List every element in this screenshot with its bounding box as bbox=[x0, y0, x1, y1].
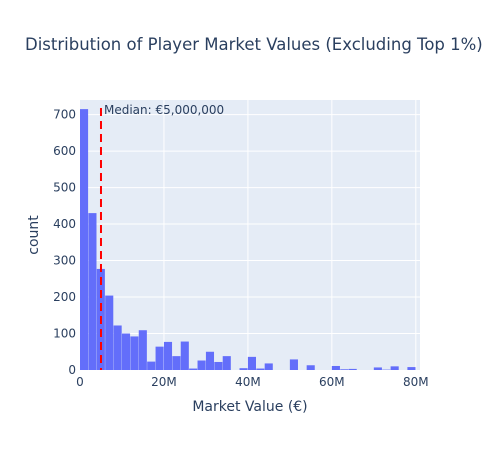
histogram-bar bbox=[289, 359, 298, 370]
histogram-bar bbox=[340, 369, 349, 370]
median-marker: Median: €5,000,000 bbox=[99, 103, 224, 370]
histogram-bar bbox=[113, 325, 122, 370]
histogram-bar bbox=[222, 356, 231, 370]
y-tick-label: 0 bbox=[68, 363, 76, 377]
histogram-bar bbox=[256, 368, 265, 370]
histogram-bar bbox=[348, 368, 357, 370]
plot-area bbox=[80, 100, 420, 370]
y-tick-label: 400 bbox=[53, 217, 76, 231]
x-axis-ticks: 0 20M 40M 60M 80M bbox=[76, 375, 428, 389]
histogram-bar bbox=[189, 368, 198, 370]
histogram-bar bbox=[407, 367, 416, 370]
y-tick-label: 300 bbox=[53, 254, 76, 268]
histogram-bar bbox=[172, 356, 181, 370]
y-tick-label: 700 bbox=[53, 108, 76, 122]
histogram-bar bbox=[331, 365, 340, 370]
histogram-bar bbox=[205, 351, 215, 370]
histogram-bar bbox=[180, 341, 189, 370]
chart-title: Distribution of Player Market Values (Ex… bbox=[25, 35, 483, 54]
histogram-bar bbox=[130, 336, 139, 370]
histogram-bar bbox=[163, 341, 173, 370]
histogram-bar bbox=[239, 368, 248, 370]
x-tick-label: 20M bbox=[151, 375, 177, 389]
x-tick-label: 80M bbox=[403, 375, 429, 389]
histogram-bar bbox=[214, 361, 223, 370]
histogram-bar bbox=[390, 366, 399, 370]
histogram-bar bbox=[121, 333, 131, 370]
x-tick-label: 60M bbox=[319, 375, 345, 389]
histogram-bar bbox=[264, 363, 273, 370]
histogram-bar bbox=[373, 367, 382, 370]
x-tick-label: 40M bbox=[235, 375, 261, 389]
grid-lines bbox=[80, 100, 420, 370]
y-tick-label: 600 bbox=[53, 144, 76, 158]
histogram-bar bbox=[306, 365, 315, 370]
histogram-bar bbox=[105, 295, 114, 370]
histogram-bar bbox=[147, 361, 156, 370]
x-axis-label: Market Value (€) bbox=[192, 399, 307, 415]
histogram-bar bbox=[155, 346, 164, 370]
x-tick-label: 0 bbox=[76, 375, 84, 389]
y-tick-label: 100 bbox=[53, 327, 76, 341]
histogram-bar bbox=[88, 213, 97, 370]
median-annotation: Median: €5,000,000 bbox=[104, 103, 224, 117]
histogram-bar bbox=[138, 330, 147, 370]
histogram-bar bbox=[197, 360, 206, 370]
y-axis-ticks: 0 100 200 300 400 500 600 700 bbox=[53, 108, 76, 377]
y-tick-label: 500 bbox=[53, 181, 76, 195]
histogram-bar bbox=[80, 109, 89, 371]
y-tick-label: 200 bbox=[53, 290, 76, 304]
histogram-bar bbox=[247, 356, 256, 370]
y-axis-label: count bbox=[26, 215, 42, 255]
